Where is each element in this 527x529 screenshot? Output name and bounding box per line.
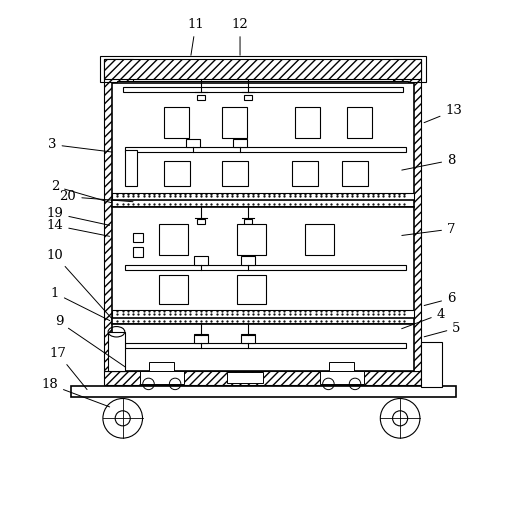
Bar xyxy=(112,200,414,207)
Bar xyxy=(227,372,264,384)
Bar xyxy=(104,371,422,386)
Text: 8: 8 xyxy=(402,154,455,170)
Text: 9: 9 xyxy=(55,315,125,367)
Bar xyxy=(159,224,188,255)
Bar xyxy=(194,334,208,343)
Bar xyxy=(422,342,442,387)
Bar xyxy=(329,362,354,371)
Text: 5: 5 xyxy=(424,322,461,337)
Bar xyxy=(393,59,422,371)
Text: 11: 11 xyxy=(187,18,204,55)
Bar xyxy=(222,161,248,186)
Bar xyxy=(347,106,372,138)
Text: 4: 4 xyxy=(402,307,445,329)
Bar xyxy=(125,329,406,334)
Text: 17: 17 xyxy=(49,346,87,389)
Text: 10: 10 xyxy=(46,249,112,319)
Bar xyxy=(123,87,403,93)
Bar xyxy=(71,386,456,397)
Bar xyxy=(104,59,133,371)
Bar xyxy=(241,334,255,343)
Bar xyxy=(125,343,406,348)
Text: 3: 3 xyxy=(48,138,112,152)
Bar xyxy=(194,256,208,264)
Bar xyxy=(133,247,142,257)
Text: 18: 18 xyxy=(41,378,110,407)
Bar xyxy=(112,83,414,202)
Bar xyxy=(125,212,406,216)
Bar xyxy=(238,224,266,255)
Bar xyxy=(187,139,200,147)
Bar xyxy=(164,106,189,138)
Text: 12: 12 xyxy=(232,18,248,55)
Text: 20: 20 xyxy=(60,190,133,203)
Bar xyxy=(292,161,318,186)
Bar xyxy=(112,318,414,324)
Text: 14: 14 xyxy=(46,219,110,236)
Bar xyxy=(150,362,174,371)
Text: 2: 2 xyxy=(51,180,111,203)
Bar xyxy=(197,218,205,224)
Bar xyxy=(133,233,142,242)
Bar xyxy=(243,218,252,224)
Bar xyxy=(243,95,252,100)
Bar xyxy=(159,275,188,304)
Bar xyxy=(241,256,255,264)
Bar xyxy=(125,147,406,152)
Bar xyxy=(118,81,408,87)
Bar xyxy=(164,161,190,186)
Bar xyxy=(305,224,334,255)
Bar xyxy=(295,106,320,138)
Text: 19: 19 xyxy=(46,207,110,225)
Bar xyxy=(125,150,137,186)
Bar xyxy=(112,193,414,202)
Bar xyxy=(197,95,205,100)
Bar xyxy=(233,139,247,147)
Bar xyxy=(197,336,205,341)
Bar xyxy=(222,106,247,138)
Text: 6: 6 xyxy=(424,292,455,306)
Bar xyxy=(112,310,414,320)
Bar xyxy=(125,264,406,270)
Bar xyxy=(341,161,368,186)
Text: 13: 13 xyxy=(424,104,462,123)
Bar xyxy=(108,332,125,371)
Bar xyxy=(112,207,414,320)
Text: 1: 1 xyxy=(51,287,110,321)
Bar xyxy=(112,324,414,371)
Bar xyxy=(140,371,184,384)
Bar xyxy=(238,275,266,304)
Bar xyxy=(319,371,364,384)
Text: 7: 7 xyxy=(402,223,455,235)
Bar xyxy=(100,56,426,82)
Bar xyxy=(243,336,252,341)
Bar xyxy=(104,59,422,79)
